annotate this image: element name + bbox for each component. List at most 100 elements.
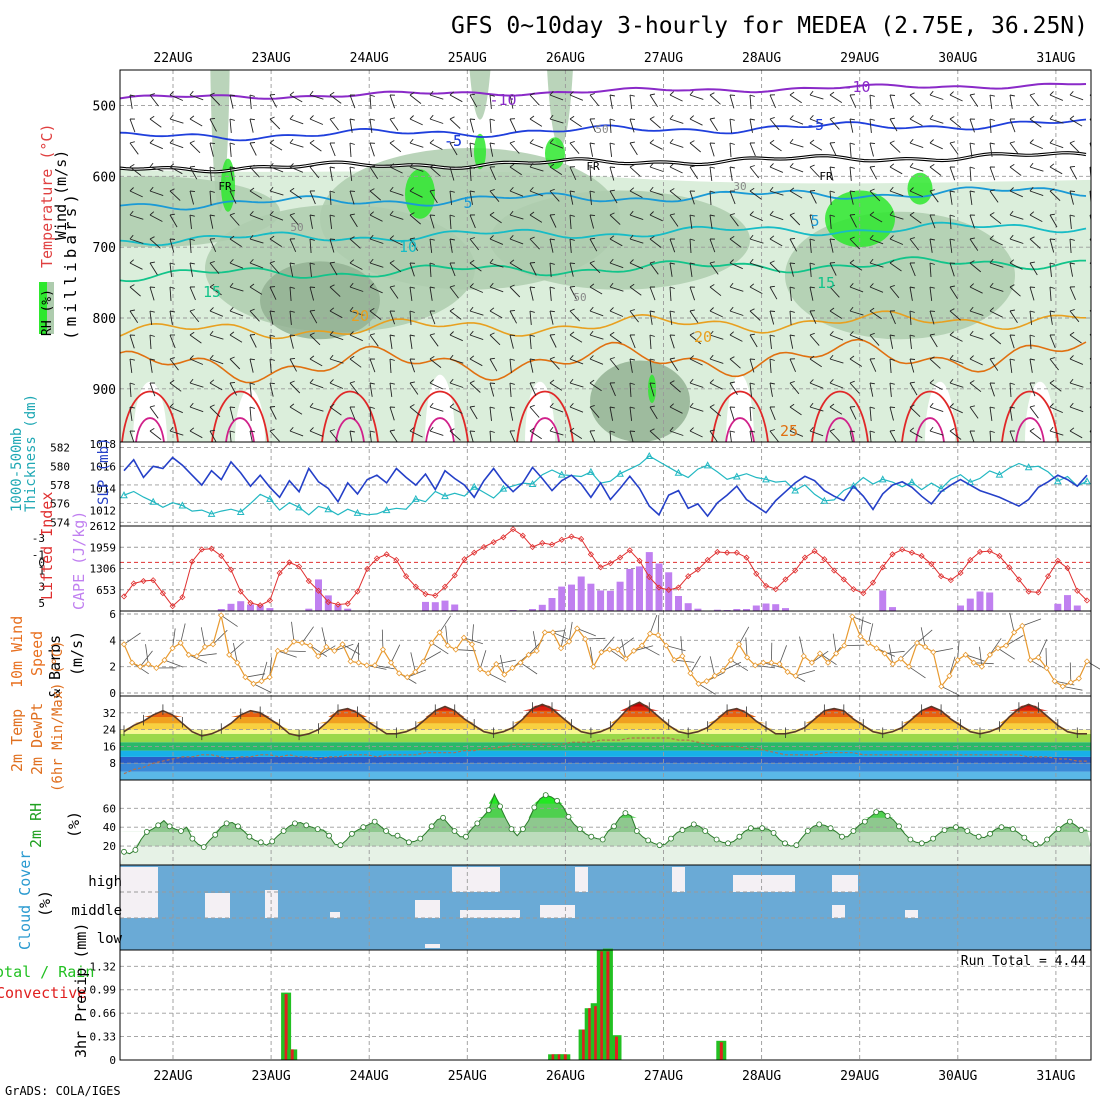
wind-barb bbox=[469, 310, 484, 316]
wind-barb bbox=[529, 214, 543, 223]
wind-barb-flag bbox=[409, 115, 414, 120]
wind-barb-flag bbox=[469, 142, 475, 145]
wind-barb bbox=[169, 190, 181, 201]
wind-barb bbox=[469, 358, 483, 367]
rh-marker bbox=[622, 810, 629, 816]
li-marker bbox=[840, 576, 847, 583]
wind-barb bbox=[709, 262, 719, 275]
slp-line bbox=[123, 456, 1088, 518]
wind-barb bbox=[789, 430, 804, 437]
wind-marker bbox=[226, 651, 233, 658]
cloud-gap bbox=[672, 867, 685, 892]
wind-barb bbox=[889, 358, 892, 374]
rh-marker bbox=[405, 839, 412, 846]
wind-barb-flag bbox=[429, 114, 434, 120]
wind-barb-flag bbox=[869, 258, 874, 264]
surface-wind-barb bbox=[200, 627, 206, 647]
wind-barb-flag bbox=[549, 262, 555, 265]
wind-barb bbox=[229, 334, 243, 343]
surface-wind-barb bbox=[532, 631, 538, 651]
rh-marker bbox=[987, 830, 993, 837]
wind-barb-flag bbox=[1009, 309, 1015, 312]
wind-barb-flag bbox=[249, 118, 255, 121]
wind-barb-flag bbox=[409, 334, 415, 337]
wind-barb-flag bbox=[249, 406, 255, 409]
wind-marker bbox=[153, 664, 160, 672]
wind-barb bbox=[729, 334, 743, 342]
wind-barb bbox=[429, 430, 444, 436]
wind-barb bbox=[969, 142, 973, 157]
wind-barb bbox=[729, 94, 735, 109]
wind-barb-flag bbox=[349, 306, 354, 312]
wind-barb bbox=[689, 334, 702, 345]
wind-barb-flag bbox=[149, 93, 155, 96]
wind-barb-flag bbox=[289, 286, 295, 289]
wind-barb bbox=[209, 430, 217, 442]
wind-barb bbox=[649, 142, 663, 150]
wind-barb bbox=[809, 142, 823, 151]
wind-barb bbox=[949, 358, 964, 364]
wind-barb-flag bbox=[229, 142, 235, 145]
wind-barb-flag bbox=[1029, 358, 1035, 361]
wind-marker bbox=[412, 668, 419, 675]
wind-barb-flag bbox=[369, 188, 375, 192]
wind-barb-flag bbox=[509, 334, 516, 337]
wind-barb bbox=[209, 190, 212, 206]
temperature-line bbox=[123, 701, 1087, 737]
wind-barb bbox=[729, 118, 733, 133]
li-marker bbox=[286, 559, 293, 566]
wind-barb bbox=[449, 94, 463, 103]
rh-marker bbox=[394, 832, 401, 839]
wind-barb-flag bbox=[309, 355, 315, 360]
wind-barb bbox=[789, 238, 797, 252]
wind-barb-flag bbox=[969, 142, 976, 145]
wind-barb-flag bbox=[669, 138, 674, 144]
wind-barb bbox=[949, 190, 953, 205]
wind-barb bbox=[169, 142, 184, 149]
rh-marker bbox=[178, 828, 184, 834]
surface-wind-barb bbox=[755, 664, 776, 669]
li-marker bbox=[831, 567, 838, 574]
wind-label-4: (m/s) bbox=[68, 631, 86, 676]
wind-barb bbox=[969, 118, 975, 133]
wind-barb-flag bbox=[509, 235, 514, 240]
cape-bar bbox=[606, 590, 614, 611]
wind-marker bbox=[120, 641, 128, 648]
wind-barb-flag bbox=[249, 258, 254, 264]
wind-barb-flag bbox=[589, 355, 594, 360]
wind-barb-flag bbox=[889, 210, 894, 216]
wind-barb-flag bbox=[649, 116, 655, 120]
wind-barb-flag bbox=[989, 357, 995, 360]
thickness-marker bbox=[616, 469, 624, 477]
footer-credit: GrADS: COLA/IGES bbox=[5, 1084, 121, 1098]
wind-barb bbox=[449, 262, 456, 277]
wind-barb-flag bbox=[529, 236, 535, 240]
top-date-labels: 22AUG 23AUG 24AUG 25AUG 26AUG 27AUG 28AUG 29AUG… bbox=[153, 51, 1075, 66]
wind-barb-flag bbox=[549, 114, 554, 120]
wind-barb bbox=[729, 382, 738, 396]
wind-barb-flag bbox=[749, 406, 755, 409]
wind-barb-flag bbox=[949, 238, 956, 241]
rh-marker bbox=[896, 823, 902, 830]
cape-bar bbox=[538, 604, 546, 611]
wind-barb bbox=[709, 166, 713, 181]
contour-label: 5 bbox=[463, 194, 472, 212]
wind-barb-flag bbox=[129, 406, 135, 409]
wind-barb-flag bbox=[589, 237, 596, 240]
cloud-gap bbox=[205, 893, 230, 918]
wind-barb bbox=[689, 358, 703, 366]
wind-barb-flag bbox=[869, 332, 875, 336]
wind-barb bbox=[269, 166, 284, 173]
wind-marker bbox=[598, 649, 605, 656]
wind-barb-flag bbox=[929, 426, 934, 432]
wind-barb bbox=[229, 166, 234, 181]
wind-barb bbox=[749, 310, 761, 321]
wind-barb bbox=[849, 142, 852, 158]
surface-wind-barb bbox=[342, 643, 361, 655]
wind-barb bbox=[589, 118, 596, 133]
wind-barb bbox=[649, 406, 658, 420]
wind-barb-flag bbox=[729, 306, 734, 312]
cape-bar bbox=[957, 605, 964, 611]
wind-barb-flag bbox=[889, 259, 895, 264]
wind-barb-flag bbox=[989, 430, 995, 433]
